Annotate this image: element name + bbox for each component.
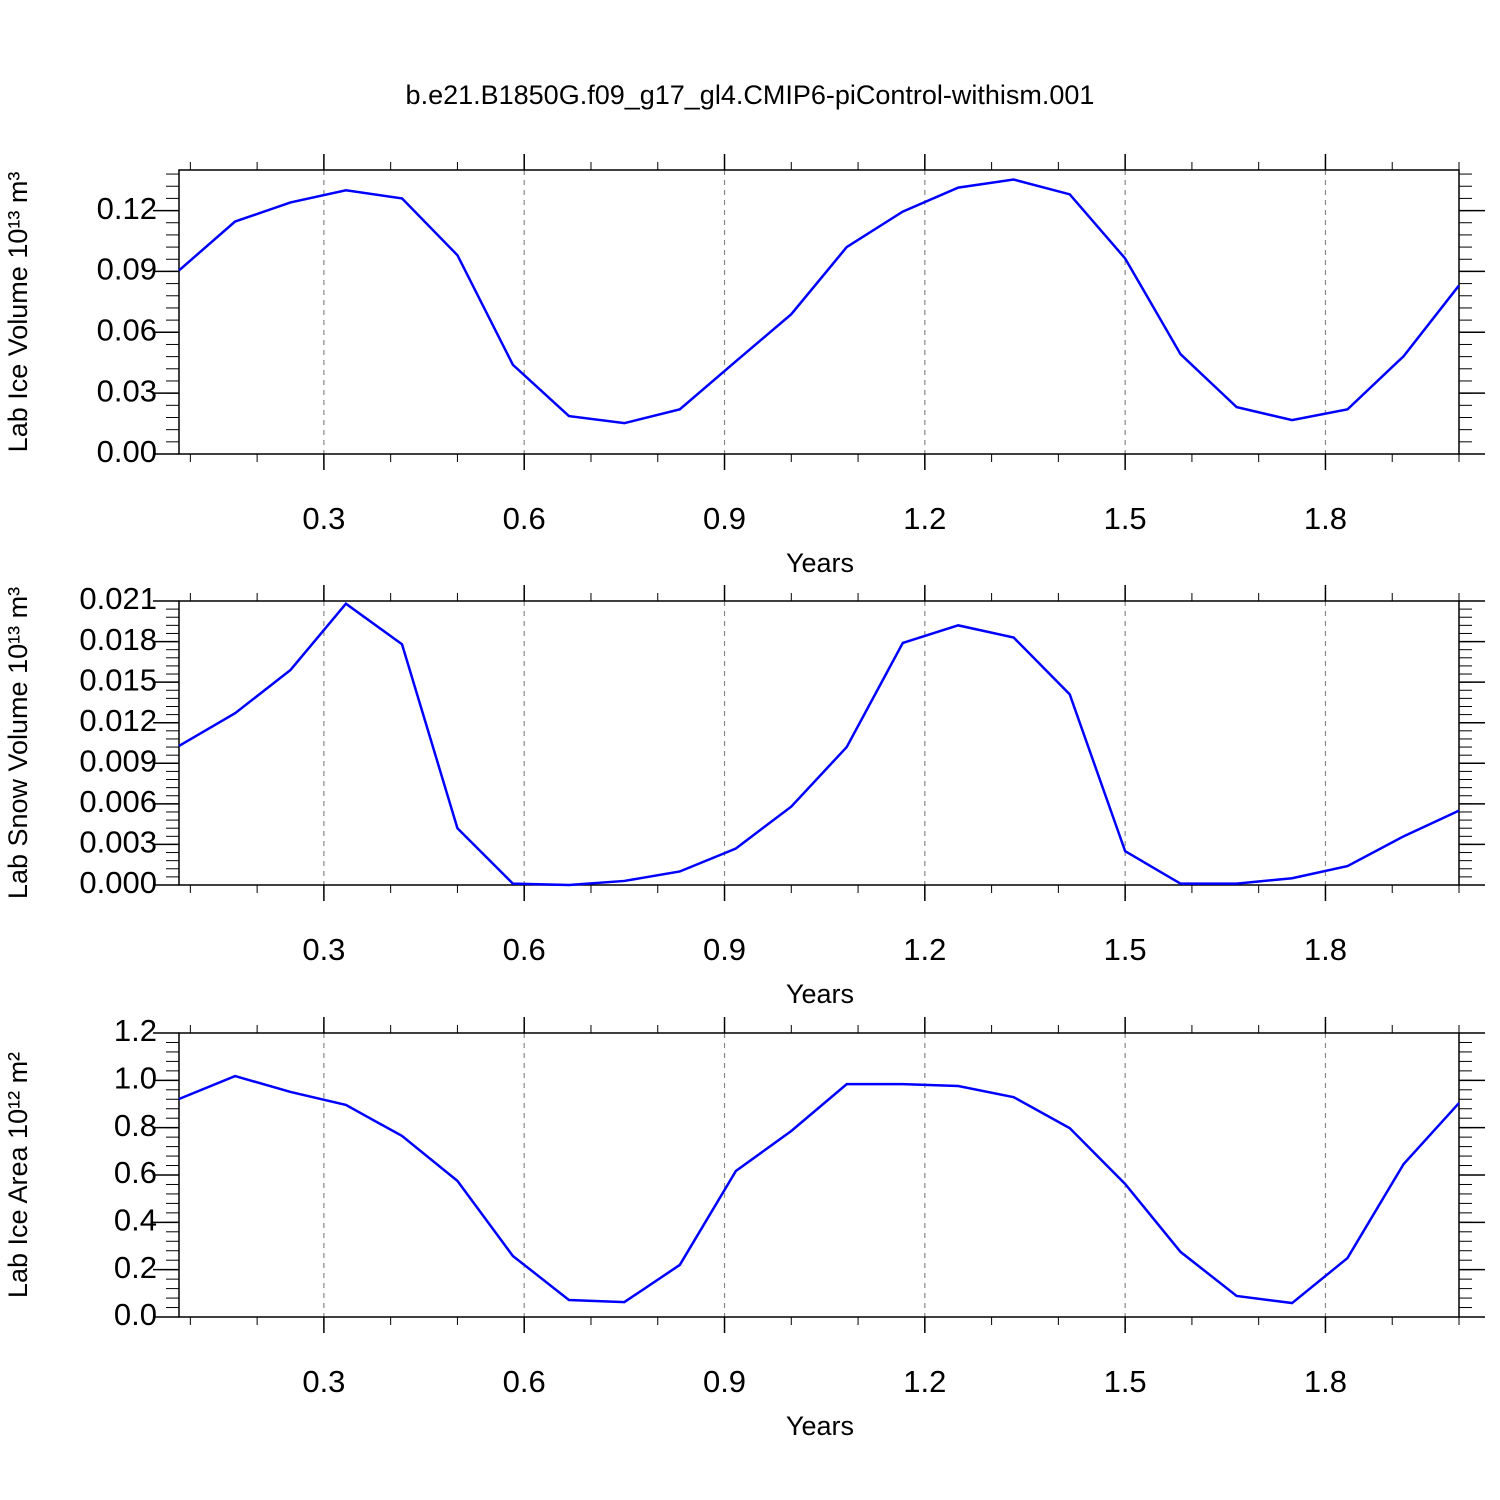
x-tick-label: 1.8 (1304, 501, 1347, 536)
y-tick-label: 0.03 (97, 373, 157, 408)
plot-frame (178, 1032, 1460, 1318)
y-tick-label: 0.006 (79, 784, 157, 819)
y-tick-label: 0.06 (97, 312, 157, 347)
data-line (178, 602, 1460, 887)
x-tick-label: 1.2 (903, 1364, 946, 1399)
y-tick-label: 0.018 (79, 622, 157, 657)
x-tick-label: 0.3 (302, 932, 345, 967)
data-line (178, 1074, 1460, 1305)
y-tick-label: 0.012 (79, 703, 157, 738)
y-tick-label: 0.003 (79, 825, 157, 860)
y-tick-label: 0.000 (79, 865, 157, 900)
y-tick-label: 0.12 (97, 191, 157, 226)
x-tick-label: 0.9 (703, 1364, 746, 1399)
plot-frame (178, 169, 1460, 455)
x-tick-label: 0.6 (503, 1364, 546, 1399)
y-tick-label: 1.2 (114, 1013, 157, 1048)
y-tick-label: 1.0 (114, 1061, 157, 1096)
y-tick-label: 0.09 (97, 252, 157, 287)
x-axis-label: Years (786, 1411, 854, 1441)
x-tick-label: 0.9 (703, 932, 746, 967)
x-tick-label: 0.9 (703, 501, 746, 536)
x-axis-label: Years (786, 979, 854, 1009)
y-tick-label: 0.4 (114, 1203, 157, 1238)
y-tick-label: 0.00 (97, 434, 157, 469)
y-axis-label: Lab Snow Volume 10¹³ m³ (3, 587, 33, 899)
x-tick-label: 1.5 (1104, 501, 1147, 536)
data-line (178, 178, 1460, 425)
y-axis-label: Lab Ice Area 10¹² m² (3, 1052, 33, 1298)
y-tick-label: 0.8 (114, 1108, 157, 1143)
x-axis-label: Years (786, 548, 854, 578)
x-tick-label: 1.2 (903, 932, 946, 967)
x-tick-label: 1.8 (1304, 932, 1347, 967)
y-tick-label: 0.2 (114, 1250, 157, 1285)
x-tick-label: 1.8 (1304, 1364, 1347, 1399)
y-axis-label: Lab Ice Volume 10¹³ m³ (3, 172, 33, 453)
x-tick-label: 1.5 (1104, 1364, 1147, 1399)
y-tick-label: 0.6 (114, 1155, 157, 1190)
chart-title: b.e21.B1850G.f09_g17_gl4.CMIP6-piControl… (406, 80, 1095, 110)
x-tick-label: 0.3 (302, 1364, 345, 1399)
x-tick-label: 1.5 (1104, 932, 1147, 967)
x-tick-label: 0.6 (503, 501, 546, 536)
y-tick-label: 0.015 (79, 662, 157, 697)
x-tick-label: 0.3 (302, 501, 345, 536)
y-tick-label: 0.021 (79, 581, 157, 616)
x-tick-label: 1.2 (903, 501, 946, 536)
y-tick-label: 0.009 (79, 743, 157, 778)
y-tick-label: 0.0 (114, 1297, 157, 1332)
plot-frame (178, 600, 1460, 886)
x-tick-label: 0.6 (503, 932, 546, 967)
